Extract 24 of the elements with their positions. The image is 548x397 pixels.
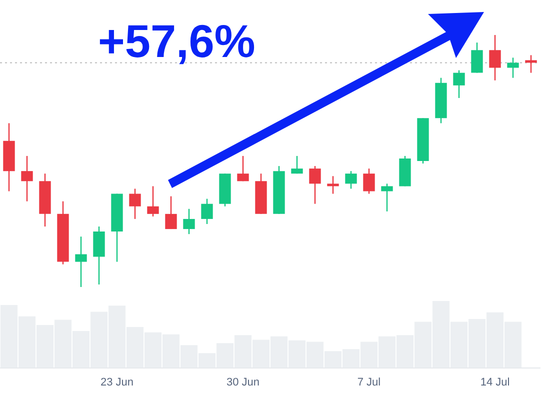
candlestick <box>201 198 213 225</box>
candlestick <box>525 54 537 74</box>
candlestick <box>75 236 87 288</box>
x-tick-label: 30 Jun <box>226 376 260 388</box>
candlestick <box>489 34 501 81</box>
candlestick <box>237 155 249 182</box>
candlestick <box>147 186 159 218</box>
candlestick <box>345 170 357 190</box>
candlestick <box>453 70 465 99</box>
candlestick <box>21 155 33 202</box>
candlestick <box>381 183 393 212</box>
candlestick <box>471 42 483 74</box>
candlestick <box>309 165 321 204</box>
candlestick <box>129 188 141 220</box>
annotation: +57,6% <box>98 14 256 68</box>
candlestick <box>183 208 195 235</box>
candlestick <box>507 57 519 78</box>
candlestick <box>363 168 375 194</box>
x-tick-label: 14 Jul <box>480 376 510 388</box>
x-tick-label: 23 Jun <box>100 376 134 388</box>
x-tick-label: 7 Jul <box>357 376 381 388</box>
candlestick <box>327 176 339 194</box>
candlestick <box>165 196 177 230</box>
candlestick <box>291 155 303 174</box>
